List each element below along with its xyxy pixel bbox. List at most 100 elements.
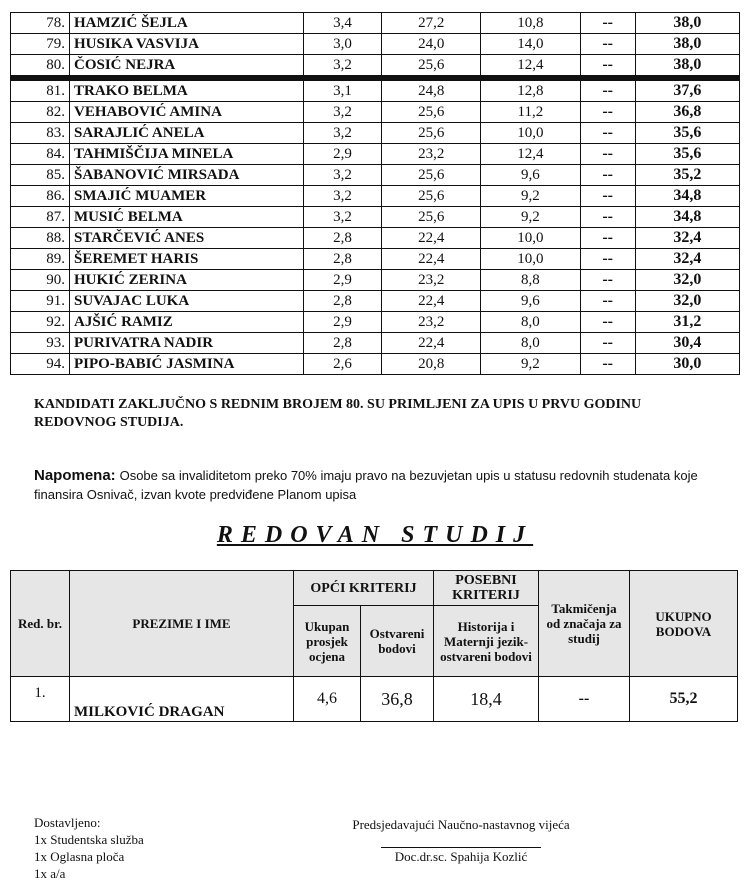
row-total: 32,4 [634, 227, 741, 249]
row-avg: 2,8 [302, 332, 383, 354]
row-points: 22,4 [381, 248, 482, 270]
row-name: MUSIĆ BELMA [69, 206, 304, 228]
delivered-label: Dostavljeno: [34, 815, 101, 830]
row-avg: 2,9 [302, 269, 383, 291]
row-competitions: -- [579, 248, 636, 270]
row-points: 23,2 [381, 311, 482, 333]
row-avg: 2,6 [302, 353, 383, 375]
row-avg: 3,2 [302, 54, 383, 81]
row-points: 22,4 [381, 332, 482, 354]
conclusion-text: KANDIDATI ZAKLJUČNO S REDNIM BROJEM 80. … [34, 397, 642, 430]
row-competitions: -- [579, 164, 636, 186]
row-no: 90. [10, 269, 70, 291]
row-total: 32,4 [634, 248, 741, 270]
row-competitions: -- [579, 12, 636, 34]
table-row: 80. ČOSIĆ NEJRA 3,2 25,6 12,4 -- 38,0 [10, 54, 741, 81]
row-competitions: -- [579, 122, 636, 144]
row-total: 32,0 [634, 269, 741, 291]
row-name: SUVAJAC LUKA [69, 290, 304, 312]
row-points: 24,0 [381, 33, 482, 55]
row-no: 94. [10, 353, 70, 375]
row-special: 12,4 [480, 54, 581, 81]
row-points: 23,2 [381, 143, 482, 165]
row-avg: 3,0 [302, 33, 383, 55]
table-row: 93. PURIVATRA NADIR 2,8 22,4 8,0 -- 30,4 [10, 332, 741, 354]
row-name: HUKIĆ ZERINA [69, 269, 304, 291]
row-competitions: -- [579, 311, 636, 333]
row-competitions: -- [579, 101, 636, 123]
row-no: 82. [10, 101, 70, 123]
header-points: Ostvareni bodovi [360, 605, 434, 677]
row-name: ČOSIĆ NEJRA [69, 54, 304, 81]
regular-study-table: Red. br. PREZIME I IME OPĆI KRITERIJ POS… [10, 570, 738, 722]
row-no: 1. [10, 676, 70, 722]
row-total: 34,8 [634, 206, 741, 228]
row-points: 20,8 [381, 353, 482, 375]
table-row: 82. VEHABOVIĆ AMINA 3,2 25,6 11,2 -- 36,8 [10, 101, 741, 123]
row-name: ŠEREMET HARIS [69, 248, 304, 270]
row-no: 85. [10, 164, 70, 186]
row-points: 25,6 [381, 122, 482, 144]
row-total: 31,2 [634, 311, 741, 333]
row-total: 30,0 [634, 353, 741, 375]
row-name: HUSIKA VASVIJA [69, 33, 304, 55]
row-no: 79. [10, 33, 70, 55]
row-points: 25,6 [381, 164, 482, 186]
row-total: 55,2 [629, 676, 738, 722]
row-no: 84. [10, 143, 70, 165]
row-total: 35,6 [634, 143, 741, 165]
table-row: 92. AJŠIĆ RAMIZ 2,9 23,2 8,0 -- 31,2 [10, 311, 741, 333]
row-special: 8,8 [480, 269, 581, 291]
row-avg: 3,2 [302, 101, 383, 123]
row-total: 32,0 [634, 290, 741, 312]
row-special: 9,2 [480, 353, 581, 375]
table-row: 87. MUSIĆ BELMA 3,2 25,6 9,2 -- 34,8 [10, 206, 741, 228]
table-row: 88. STARČEVIĆ ANES 2,8 22,4 10,0 -- 32,4 [10, 227, 741, 249]
row-points: 25,6 [381, 206, 482, 228]
row-special: 8,0 [480, 332, 581, 354]
row-competitions: -- [579, 206, 636, 228]
header-general: OPĆI KRITERIJ [293, 570, 434, 606]
row-special: 9,6 [480, 164, 581, 186]
row-name: HAMZIĆ ŠEJLA [69, 12, 304, 34]
row-no: 86. [10, 185, 70, 207]
table-row: 94. PIPO-BABIĆ JASMINA 2,6 20,8 9,2 -- 30,0 [10, 353, 741, 375]
row-points: 23,2 [381, 269, 482, 291]
table-row: 78. HAMZIĆ ŠEJLA 3,4 27,2 10,8 -- 38,0 [10, 12, 741, 34]
table-row: 1. MILKOVIĆ DRAGAN 4,6 36,8 18,4 -- 55,2 [10, 676, 738, 722]
row-competitions: -- [579, 77, 636, 102]
row-name: PURIVATRA NADIR [69, 332, 304, 354]
table-row: 85. ŠABANOVIĆ MIRSADA 3,2 25,6 9,6 -- 35,2 [10, 164, 741, 186]
row-special: 14,0 [480, 33, 581, 55]
header-competitions: Takmičenja od značaja za studij [538, 570, 630, 677]
row-total: 30,4 [634, 332, 741, 354]
row-total: 37,6 [634, 77, 741, 102]
row-total: 38,0 [634, 12, 741, 34]
note-text: Osobe sa invaliditetom preko 70% imaju p… [34, 468, 698, 502]
row-avg: 3,2 [302, 185, 383, 207]
row-special: 10,0 [480, 227, 581, 249]
row-total: 38,0 [634, 54, 741, 81]
row-total: 35,6 [634, 122, 741, 144]
row-name: SARAJLIĆ ANELA [69, 122, 304, 144]
row-avg: 3,2 [302, 122, 383, 144]
row-competitions: -- [579, 227, 636, 249]
row-competitions: -- [579, 353, 636, 375]
chair-title: Predsjedavajući Naučno-nastavnog vijeća [352, 817, 570, 832]
row-special: 11,2 [480, 101, 581, 123]
row-no: 89. [10, 248, 70, 270]
row-points: 36,8 [360, 676, 434, 722]
row-avg: 2,9 [302, 143, 383, 165]
row-special: 12,8 [480, 77, 581, 102]
section-title: REDOVAN STUDIJ [216, 522, 534, 548]
ranking-table: 78. HAMZIĆ ŠEJLA 3,4 27,2 10,8 -- 38,0 79. HUSIK… [10, 12, 741, 375]
row-total: 38,0 [634, 33, 741, 55]
row-avg: 2,8 [302, 290, 383, 312]
row-special: 9,2 [480, 206, 581, 228]
row-avg: 3,2 [302, 164, 383, 186]
row-special: 8,0 [480, 311, 581, 333]
row-avg: 2,8 [302, 227, 383, 249]
table-row: 84. TAHMIŠČIJA MINELA 2,9 23,2 12,4 -- 35,6 [10, 143, 741, 165]
chair-name: Doc.dr.sc. Spahija Kozlić [394, 849, 528, 864]
table-row: 89. ŠEREMET HARIS 2,8 22,4 10,0 -- 32,4 [10, 248, 741, 270]
